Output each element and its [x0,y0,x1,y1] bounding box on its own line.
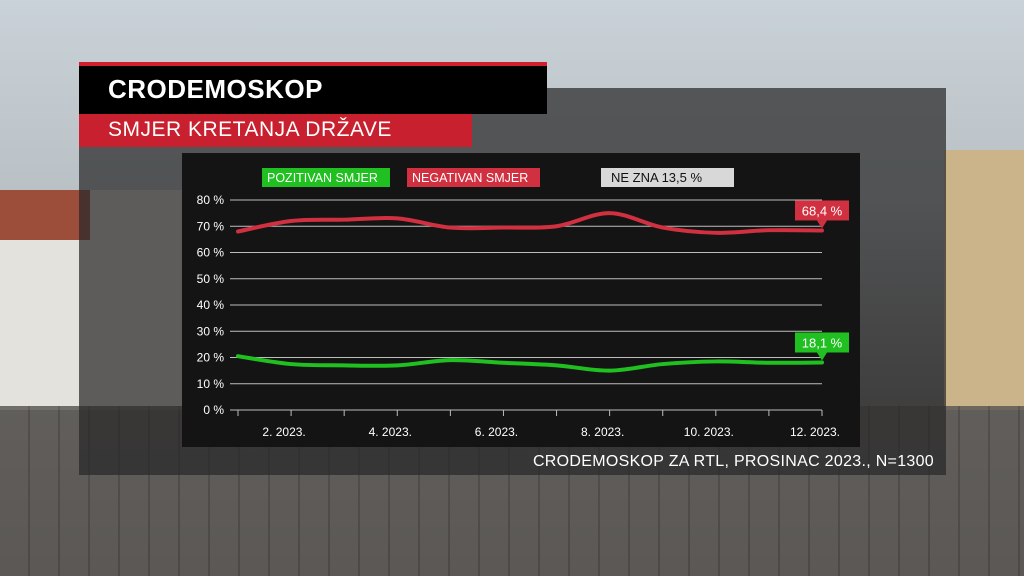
y-tick-label: 20 % [197,351,225,365]
y-tick-label: 50 % [197,272,225,286]
end-value-badge [795,200,849,221]
end-value-label: 68,4 % [802,203,843,218]
background-building-right [944,150,1024,410]
y-tick-label: 0 % [203,403,224,417]
legend-negative-swatch [407,168,540,187]
x-tick-label: 2. 2023. [262,425,305,439]
end-value-label: 18,1 % [802,335,843,350]
subtitle-bar [79,114,472,147]
title-bar [79,62,547,114]
end-value-pointer [817,352,827,361]
y-tick-label: 70 % [197,219,225,233]
x-tick-label: 10. 2023. [684,425,734,439]
legend-positive: POZITIVAN SMJER [267,171,378,185]
y-tick-label: 40 % [197,298,225,312]
y-tick-label: 60 % [197,246,225,260]
source-note: CRODEMOSKOP ZA RTL, PROSINAC 2023., N=13… [532,453,934,470]
legend-dont-know: NE ZNA 13,5 % [611,170,702,185]
series-line-positive [236,354,824,373]
chart-panel [182,153,860,447]
legend-positive-swatch [262,168,390,187]
background-roof-left [0,190,90,240]
y-tick-label: 10 % [197,377,225,391]
page-title: CRODEMOSKOP [108,74,323,104]
x-tick-label: 8. 2023. [581,425,624,439]
end-value-badge [795,332,849,353]
x-tick-label: 12. 2023. [790,425,840,439]
page-subtitle: SMJER KRETANJA DRŽAVE [108,118,392,141]
legend-negative: NEGATIVAN SMJER [412,171,528,185]
y-tick-label: 30 % [197,324,225,338]
series-line-negative [236,211,824,235]
y-tick-label: 80 % [197,193,225,207]
end-value-pointer [817,220,827,229]
x-tick-label: 4. 2023. [369,425,412,439]
legend-dont-know-swatch [601,168,734,187]
x-tick-label: 6. 2023. [475,425,518,439]
